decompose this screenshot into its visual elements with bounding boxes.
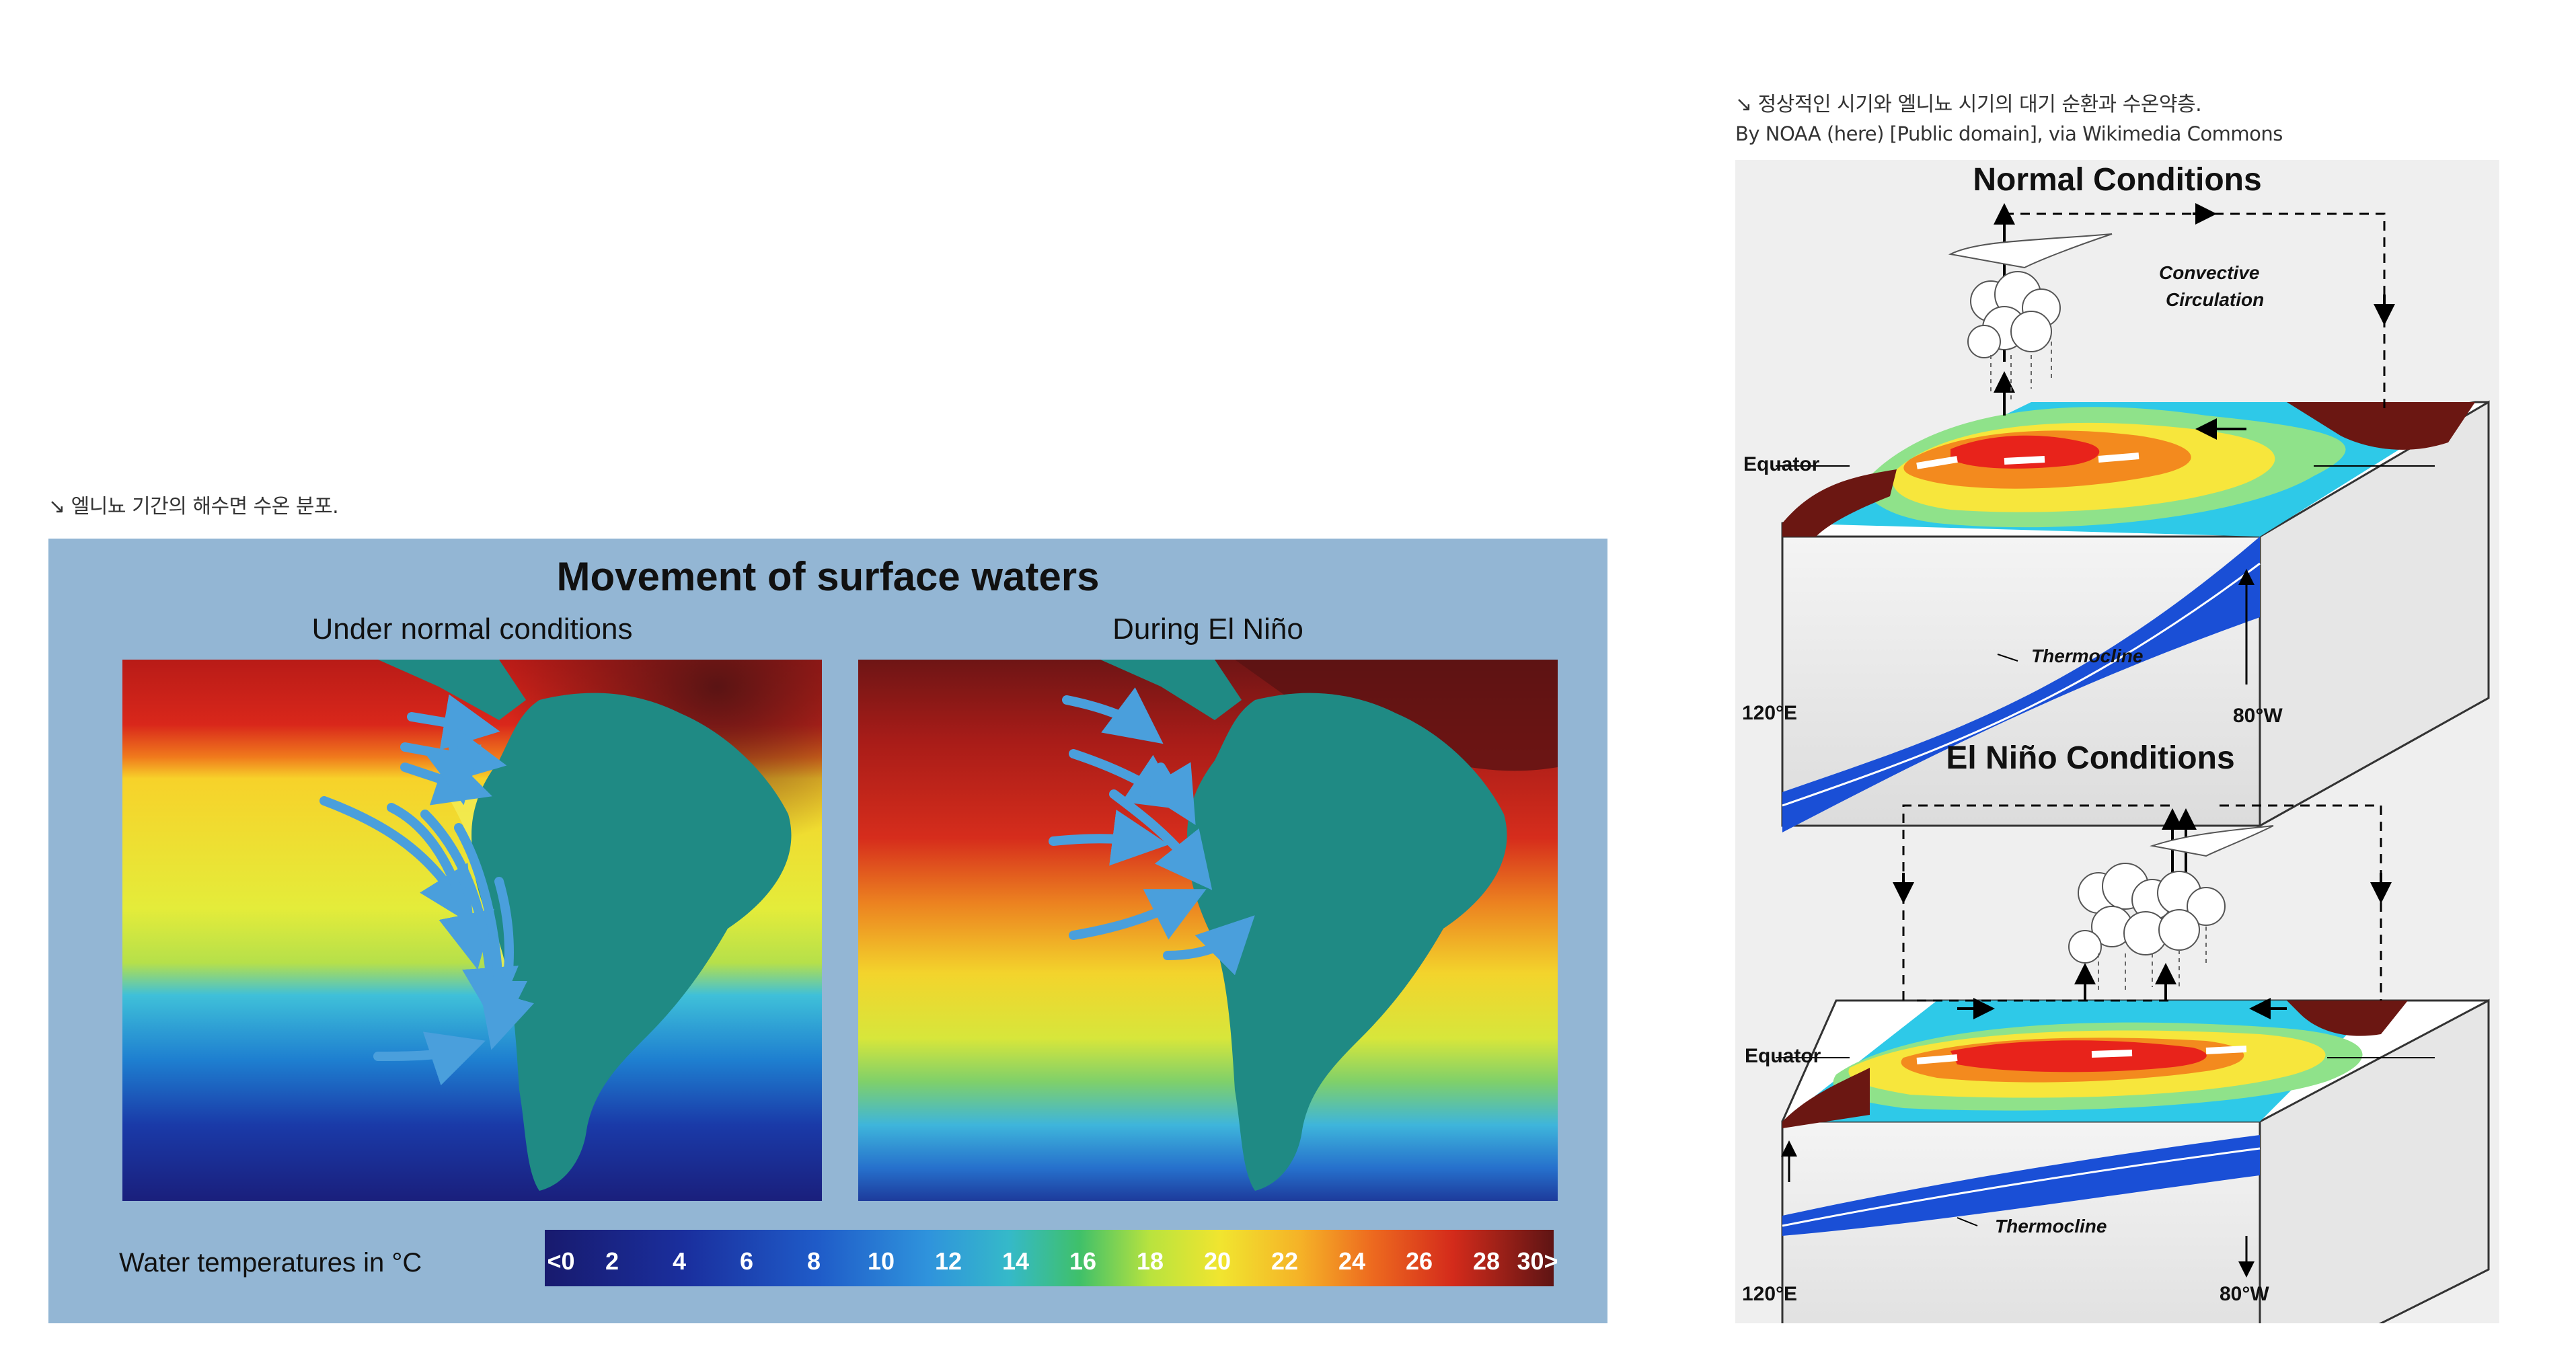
equator-label-normal: Equator xyxy=(1743,453,1820,475)
sst-map-normal xyxy=(122,660,822,1201)
east-longitude-elnino: 80°W xyxy=(2220,1283,2269,1305)
temperature-colorbar: <0 2 4 6 8 10 12 14 16 18 20 22 24 26 28 30> xyxy=(545,1230,1558,1286)
colorbar-tick: 8 xyxy=(806,1247,821,1275)
colorbar-tick: 4 xyxy=(672,1247,687,1275)
east-longitude-normal: 80°W xyxy=(2233,705,2283,727)
figure-title: Movement of surface waters xyxy=(556,554,1100,599)
current-arrows-normal xyxy=(319,694,534,1086)
caption-credit: By NOAA (here) [Public domain], via Wiki… xyxy=(1735,122,2283,145)
colorbar-tick: 28 xyxy=(1472,1247,1501,1275)
circulation-diagrams xyxy=(1776,203,2490,1323)
sst-map-elnino xyxy=(858,660,1558,1201)
colorbar-tick: 18 xyxy=(1136,1247,1164,1275)
circulation-label: Circulation xyxy=(2166,289,2265,310)
elnino-conditions-title: El Niño Conditions xyxy=(1946,740,2235,776)
colorbar-tick: 12 xyxy=(934,1247,962,1275)
normal-ocean-box xyxy=(1776,203,2490,832)
west-longitude-elnino: 120°E xyxy=(1742,1283,1798,1305)
colorbar-tick: 22 xyxy=(1271,1247,1299,1275)
elnino-ocean-box xyxy=(1776,804,2490,1323)
panel-title-elnino: During El Niño xyxy=(1112,613,1303,646)
cloud-icon-elnino xyxy=(2068,825,2274,964)
cloud-icon xyxy=(1948,233,2113,358)
west-longitude-normal: 120°E xyxy=(1742,702,1798,724)
surface-waters-figure: Movement of surface waters Under normal … xyxy=(48,539,1607,1323)
colorbar-tick: 16 xyxy=(1069,1247,1097,1275)
colorbar-tick: 10 xyxy=(867,1247,895,1275)
equator-label-elnino: Equator xyxy=(1745,1045,1821,1067)
current-arrows-elnino xyxy=(1049,687,1255,976)
colorbar-tick: <0 xyxy=(547,1247,575,1275)
normal-conditions-title: Normal Conditions xyxy=(1973,162,2262,198)
colorbar-tick: 26 xyxy=(1405,1247,1433,1275)
legend-label: Water temperatures in °C xyxy=(119,1248,422,1278)
colorbar-tick: 2 xyxy=(605,1247,619,1275)
thermocline-label-normal: Thermocline xyxy=(2031,646,2144,666)
panel-title-normal: Under normal conditions xyxy=(311,613,633,646)
sst-map-elnino-graphic xyxy=(858,660,1558,1201)
colorbar-tick: 20 xyxy=(1203,1247,1232,1275)
sst-map-normal-graphic xyxy=(122,660,822,1201)
thermocline-label-elnino: Thermocline xyxy=(1995,1216,2107,1237)
colorbar-graphic xyxy=(545,1230,1554,1286)
colorbar-tick: 6 xyxy=(739,1247,754,1275)
colorbar-tick: 24 xyxy=(1338,1247,1366,1275)
colorbar-tick: 14 xyxy=(1001,1247,1030,1275)
convective-label: Convective xyxy=(2159,262,2260,283)
circulation-figure: Normal Conditions xyxy=(1735,160,2499,1323)
colorbar-tick: 30> xyxy=(1517,1247,1558,1275)
south-america-shape xyxy=(471,693,792,1191)
caption-circulation: ↘ 정상적인 시기와 엘니뇨 시기의 대기 순환과 수온약층. xyxy=(1735,93,2202,116)
south-america-shape-elnino xyxy=(1187,693,1507,1191)
caption-sea-surface-temperature: ↘ 엘니뇨 기간의 해수면 수온 분포. xyxy=(48,495,339,518)
